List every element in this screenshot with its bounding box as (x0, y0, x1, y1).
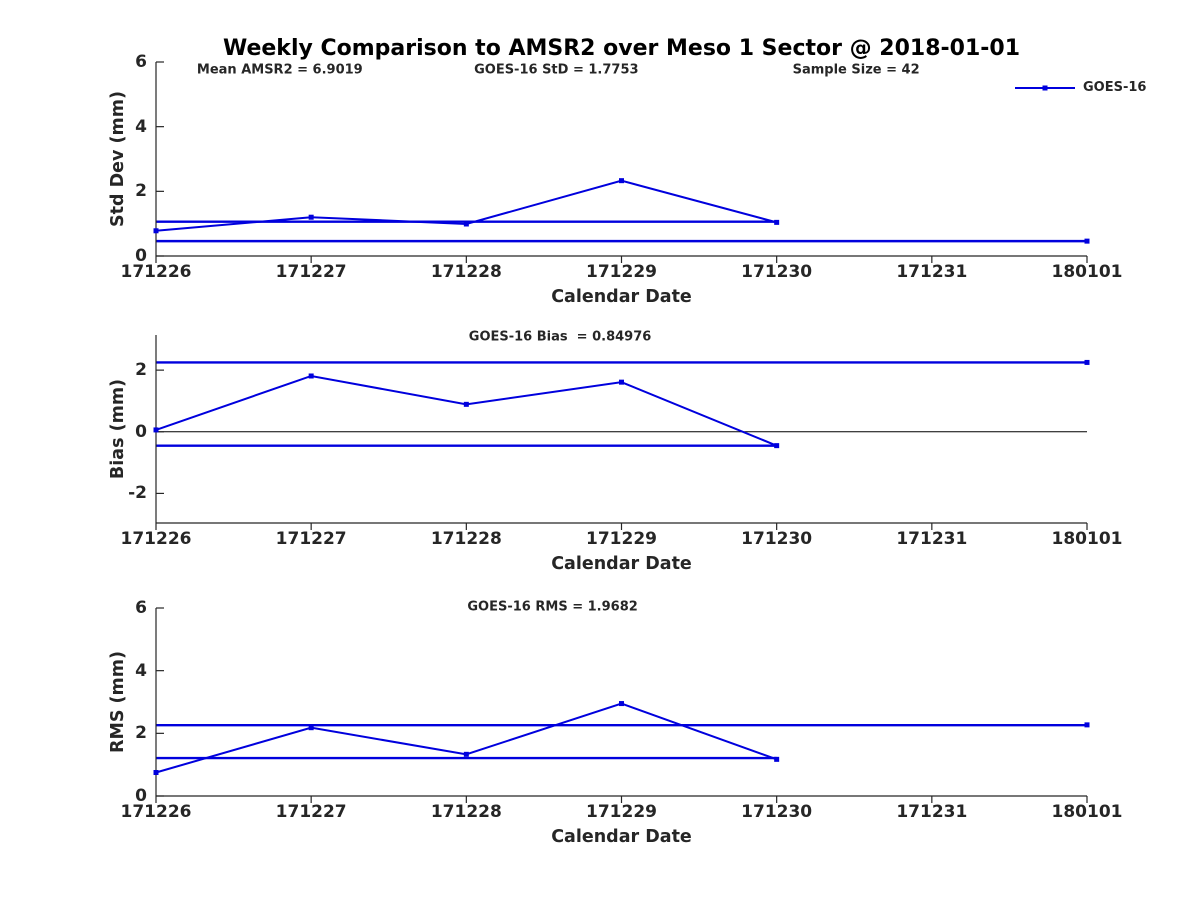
x-tick-label: 171226 (120, 802, 192, 822)
subplot-bias-annotation: GOES-16 Bias = 0.84976 (468, 329, 652, 345)
x-tick-label: 180101 (1051, 262, 1123, 282)
y-tick-label: 0 (135, 421, 147, 442)
legend-line-marker-icon (1015, 85, 1075, 90)
x-tick-label: 171229 (586, 529, 657, 549)
data-point-marker (308, 725, 314, 731)
data-point-marker (153, 770, 159, 775)
y-tick-label: 2 (135, 723, 147, 744)
y-tick-label: 6 (135, 598, 147, 618)
x-tick-label: 171227 (275, 529, 347, 549)
x-tick-label: 171228 (430, 262, 502, 282)
x-tick-label: 171230 (741, 262, 813, 282)
data-point-marker (1084, 359, 1090, 365)
data-point-marker (463, 401, 469, 407)
x-axis-label: Calendar Date (551, 554, 692, 574)
data-point-marker (463, 751, 469, 757)
data-point-marker (153, 228, 159, 234)
x-tick-label: 171231 (896, 529, 968, 549)
subplot-bias-series-line (155, 374, 778, 447)
x-tick-label: 171227 (275, 262, 347, 282)
x-tick-label: 180101 (1051, 529, 1123, 549)
y-axis-label: Std Dev (mm) (108, 91, 128, 227)
data-point-marker (308, 214, 314, 220)
x-axis-label: Calendar Date (551, 827, 692, 847)
data-point-marker (619, 379, 624, 385)
y-axis-label: Bias (mm) (108, 378, 128, 480)
data-point-marker (1084, 722, 1090, 728)
x-tick-label: 171229 (586, 802, 657, 822)
legend-label: GOES-16 (1083, 80, 1147, 95)
data-point-marker (619, 701, 624, 707)
x-tick-label: 171226 (120, 529, 192, 549)
x-tick-label: 171229 (586, 262, 657, 282)
data-point-marker (774, 756, 780, 762)
y-tick-label: 0 (135, 786, 147, 806)
y-tick-label: 4 (135, 116, 147, 137)
y-tick-label: -2 (128, 483, 147, 504)
y-axis-label: RMS (mm) (108, 650, 128, 754)
legend: GOES-16 (1014, 80, 1146, 95)
data-point-marker (619, 178, 624, 184)
data-point-marker (774, 443, 780, 449)
x-tick-label: 171230 (741, 529, 813, 549)
figure-title: Weekly Comparison to AMSR2 over Meso 1 S… (222, 36, 1021, 61)
subplot-std-dev-annotation: Sample Size = 42 (792, 62, 920, 78)
subplot-rms-series-line (155, 702, 778, 774)
data-point-marker (153, 427, 159, 433)
x-axis-label: Calendar Date (551, 287, 692, 307)
data-point-marker (308, 373, 314, 379)
x-tick-label: 171228 (430, 802, 502, 822)
subplot-std-dev-annotation: Mean AMSR2 = 6.9019 (196, 62, 363, 78)
x-tick-label: 180101 (1051, 802, 1123, 822)
y-tick-label: 4 (135, 660, 147, 681)
y-tick-label: 2 (135, 181, 147, 202)
data-point-marker (1084, 238, 1090, 244)
x-tick-label: 171226 (120, 262, 192, 282)
y-tick-label: 0 (135, 246, 147, 266)
subplot-std-dev-series-line (155, 179, 777, 232)
subplot-std-dev-annotation: GOES-16 StD = 1.7753 (474, 62, 639, 78)
subplot-rms-annotation: GOES-16 RMS = 1.9682 (467, 599, 638, 615)
x-tick-label: 171231 (896, 802, 968, 822)
x-tick-label: 171231 (896, 262, 968, 282)
x-tick-label: 171228 (430, 529, 502, 549)
data-point-marker (463, 221, 469, 227)
x-tick-label: 171227 (275, 802, 347, 822)
x-tick-label: 171230 (741, 802, 813, 822)
data-point-marker (774, 219, 780, 225)
y-tick-label: 6 (135, 52, 147, 72)
y-tick-label: 2 (135, 360, 147, 381)
